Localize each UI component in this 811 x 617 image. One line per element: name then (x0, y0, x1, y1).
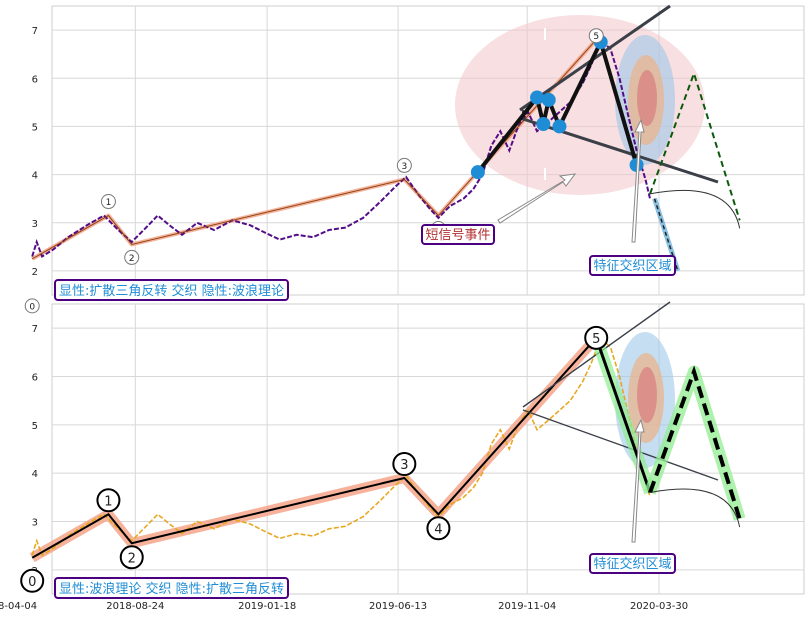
event-arrow (497, 173, 577, 224)
wave-marker-label: 1 (106, 198, 112, 208)
legend-label: 显性:扩散三角反转 交织 隐性:波浪理论 (59, 283, 284, 299)
forecast-line (648, 365, 742, 520)
legend-label-box (54, 279, 289, 301)
pattern-point (541, 92, 556, 107)
zone-label: 特征交织区域 (593, 258, 671, 274)
wave-marker-label: 2 (128, 551, 136, 566)
wave-marker-label: 3 (400, 458, 408, 473)
x-tick-label: 2019-01-18 (238, 601, 296, 612)
plot-area (51, 5, 805, 296)
legend-label: 显性:波浪理论 交织 隐性:扩散三角反转 (59, 581, 284, 597)
wave-marker (24, 298, 40, 314)
forecast-arc (649, 488, 741, 528)
y-tick-label: 4 (32, 469, 38, 480)
x-tick-label: 2018-08-24 (106, 601, 164, 612)
wave-marker-label: 3 (401, 162, 407, 172)
wave-line (31, 337, 597, 559)
wave-marker-label: 4 (434, 522, 442, 537)
event-label-box (421, 224, 495, 245)
y-tick-label: 4 (32, 171, 38, 182)
y-tick-label: 7 (32, 324, 38, 335)
wave-marker-label: 0 (29, 302, 35, 312)
wave-marker (100, 194, 116, 210)
event-label: 短信号事件 (425, 228, 490, 243)
wave-marker (119, 545, 144, 570)
zone-red (637, 367, 657, 423)
zone-label-box (589, 553, 676, 574)
x-tick-label: 2020-03-30 (630, 601, 688, 612)
y-tick-label: 6 (32, 373, 38, 384)
y-tick-label: 7 (32, 26, 38, 37)
wave-marker (426, 516, 451, 541)
y-tick-label: 3 (32, 219, 38, 230)
panel-top: 234567012345显性:扩散三角反转 交织 隐性:波浪理论短信号事件特征交… (24, 4, 805, 314)
plot-area (51, 303, 805, 595)
legend-label-box (54, 577, 289, 599)
y-tick-label: 6 (32, 74, 38, 85)
x-tick-label: 2018-04-04 (0, 601, 37, 612)
y-tick-label: 3 (32, 518, 38, 529)
wave-marker (20, 568, 45, 593)
x-tick-label: 2019-11-04 (498, 601, 556, 612)
zone-label: 特征交织区域 (593, 556, 671, 572)
price-line (31, 336, 651, 557)
wave-marker (96, 488, 121, 513)
wave-marker (396, 157, 412, 173)
drop-line (594, 337, 652, 493)
wave-marker-label: 0 (28, 575, 36, 590)
x-tick-label: 2019-06-13 (369, 601, 427, 612)
pattern-point (552, 119, 567, 134)
pattern-point (536, 117, 551, 132)
y-tick-label: 5 (32, 122, 38, 133)
zone-red (637, 70, 657, 126)
wave-marker (124, 249, 140, 265)
zone-arrow (631, 118, 645, 243)
forecast-arc (649, 189, 741, 229)
y-tick-label: 2 (32, 267, 38, 278)
wave-marker (588, 28, 604, 44)
wave-marker-label: 5 (592, 332, 600, 347)
zone-arrow (631, 418, 645, 543)
forecast-line (649, 70, 741, 221)
y-tick-label: 5 (32, 421, 38, 432)
triangle-lower (522, 409, 719, 481)
zone-label-box (589, 255, 676, 276)
panel-bottom: 234567012345显性:波浪理论 交织 隐性:扩散三角反转特征交织区域20… (0, 301, 805, 612)
pattern-point (530, 90, 545, 105)
wave-line (31, 39, 597, 260)
wave-marker (584, 325, 609, 350)
wave-marker-label: 1 (104, 494, 112, 509)
pattern-point (470, 165, 485, 180)
wave-marker-label: 5 (593, 32, 599, 42)
wave-marker (392, 452, 417, 476)
wave-marker-label: 2 (129, 254, 135, 264)
